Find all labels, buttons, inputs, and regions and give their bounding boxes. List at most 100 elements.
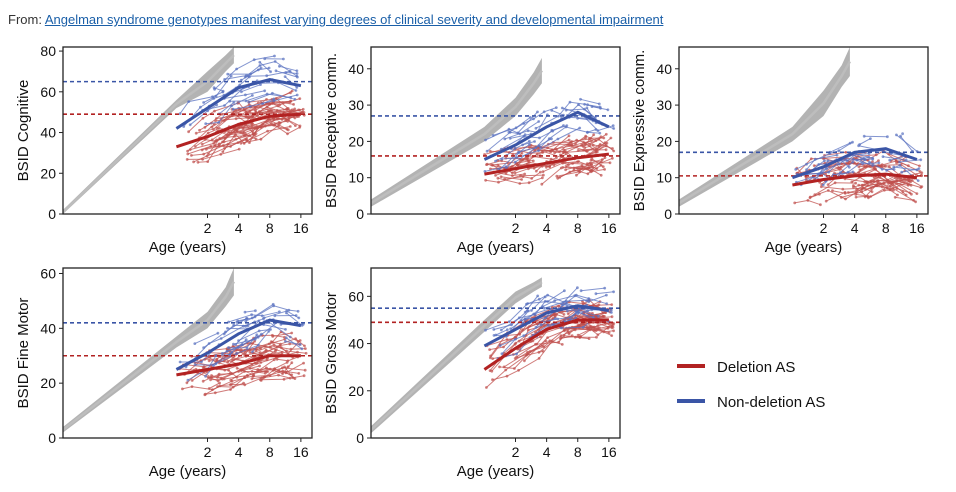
individual-trajectory: [188, 102, 238, 133]
individual-trajectory: [504, 114, 548, 140]
trajectory-point: [263, 57, 267, 61]
individual-trajectory: [892, 187, 916, 203]
individual-trajectory: [497, 177, 543, 185]
x-tick-label: 2: [512, 444, 520, 460]
nondeletion-mean-line: [483, 110, 610, 161]
individual-trajectory: [184, 354, 238, 375]
trajectory-point: [564, 168, 567, 172]
source-article-link[interactable]: Angelman syndrome genotypes manifest var…: [44, 12, 664, 27]
y-tick-label: 30: [348, 97, 364, 113]
individual-trajectory: [240, 124, 280, 144]
individual-trajectory: [485, 174, 544, 183]
individual-trajectory: [187, 145, 212, 155]
individual-trajectory: [241, 84, 261, 93]
trajectory-point: [555, 174, 559, 178]
individual-trajectory: [869, 161, 895, 170]
nondeletion-mean-line: [791, 147, 918, 180]
individual-trajectory: [558, 294, 607, 310]
individual-trajectory: [562, 166, 593, 170]
individual-trajectory: [796, 161, 854, 183]
individual-trajectory: [590, 159, 602, 163]
x-tick-label: 2: [512, 220, 520, 236]
y-tick-label: 0: [48, 430, 56, 446]
individual-trajectory: [895, 196, 914, 201]
y-tick-label: 10: [656, 170, 672, 186]
y-tick-label: 60: [40, 265, 56, 281]
individual-trajectory: [848, 179, 913, 193]
individual-trajectory: [211, 369, 243, 379]
individual-trajectory: [203, 75, 232, 103]
individual-trajectory: [233, 94, 298, 110]
individual-trajectory: [862, 162, 879, 165]
deletion-mean-line: [176, 354, 301, 377]
individual-trajectory: [182, 375, 254, 391]
individual-trajectory: [586, 327, 614, 333]
individual-trajectory: [864, 135, 888, 138]
panel-plot-area: [63, 268, 312, 433]
trajectory-point: [573, 335, 577, 339]
x-tick-label: 4: [851, 220, 859, 236]
individual-trajectory: [231, 374, 291, 386]
individual-trajectory: [855, 183, 907, 198]
panel-frame: [678, 46, 929, 215]
individual-trajectory: [507, 315, 556, 336]
x-tick-label: 2: [820, 220, 828, 236]
individual-trajectory: [795, 141, 853, 170]
individual-trajectory: [260, 98, 300, 106]
trajectory-point: [553, 151, 556, 155]
individual-trajectory: [882, 156, 907, 161]
individual-trajectory: [561, 335, 581, 339]
individual-trajectory: [194, 332, 219, 345]
x-axis-label: Age (years): [149, 463, 227, 480]
trajectory-point: [861, 162, 864, 166]
reference-median-line: [371, 69, 543, 205]
individual-trajectory: [578, 148, 597, 151]
individual-trajectory: [284, 366, 294, 379]
trajectory-point: [819, 185, 823, 189]
legend-label-deletion: Deletion AS: [717, 359, 795, 376]
individual-trajectory: [205, 376, 246, 395]
individual-trajectory: [584, 144, 594, 149]
x-tick-label: 4: [235, 220, 243, 236]
individual-trajectory: [201, 122, 252, 145]
individual-trajectory: [229, 93, 291, 102]
panel-frame: [370, 46, 621, 215]
individual-trajectory: [224, 114, 301, 133]
individual-trajectory: [814, 182, 856, 196]
x-tick-label: 16: [601, 444, 617, 460]
individual-trajectory: [258, 359, 268, 362]
y-tick-label: 40: [656, 61, 672, 77]
individual-trajectory: [524, 295, 539, 313]
individual-trajectory: [565, 317, 577, 323]
x-tick-label: 16: [293, 220, 309, 236]
y-tick-label: 10: [348, 170, 364, 186]
trajectory-point: [196, 160, 200, 164]
individual-trajectory: [558, 138, 590, 153]
individual-trajectory: [557, 157, 606, 179]
individual-trajectory: [266, 320, 291, 338]
individual-trajectory: [891, 182, 909, 186]
nondeletion-mean-line: [175, 318, 302, 371]
x-tick-label: 2: [204, 444, 212, 460]
individual-trajectory: [595, 291, 614, 295]
reference-band: [679, 47, 850, 207]
reference-median-line: [63, 281, 235, 431]
individual-trajectory: [179, 91, 224, 114]
individual-trajectory: [809, 193, 820, 199]
trajectory-point: [893, 195, 897, 199]
chart-panel-5: 0 20 40 60 2 4 8 16 Age (years) BSID Gross Motor: [323, 267, 621, 480]
individual-trajectory: [492, 340, 553, 381]
x-tick-label: 8: [574, 220, 582, 236]
individual-trajectory: [218, 127, 256, 136]
chart-panel-1: 0 20 40 60 80 2 4 8 16 Age (years) BSID Cognitive: [15, 43, 313, 256]
individual-trajectory: [484, 166, 507, 172]
individual-trajectory: [183, 84, 240, 127]
legend-label-nondeletion: Non-deletion AS: [717, 394, 825, 411]
individual-trajectory: [534, 139, 600, 152]
trajectory-point: [857, 165, 861, 169]
x-axis-label: Age (years): [765, 239, 843, 256]
x-tick-label: 8: [266, 220, 274, 236]
x-tick-label: 8: [882, 220, 890, 236]
